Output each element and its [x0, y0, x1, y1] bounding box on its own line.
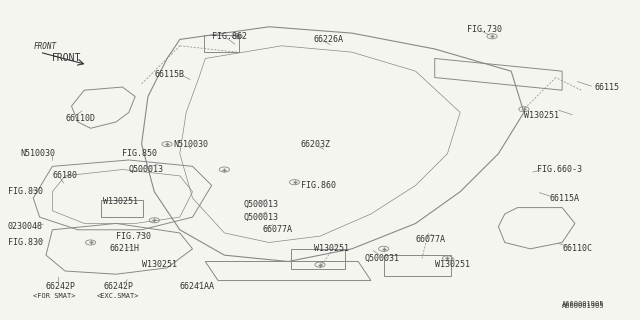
Text: W130251: W130251 [141, 260, 177, 269]
Text: 66115A: 66115A [549, 194, 579, 203]
Text: 66242P: 66242P [103, 282, 133, 292]
Text: 66242P: 66242P [46, 282, 76, 292]
Text: W130251: W130251 [314, 244, 349, 253]
Text: 0230048: 0230048 [8, 222, 43, 231]
Bar [291, 249, 346, 269]
Text: FRONT: FRONT [33, 42, 56, 51]
Text: <FOR SMAT>: <FOR SMAT> [33, 293, 76, 300]
Text: FIG.660-3: FIG.660-3 [537, 165, 582, 174]
Text: FIG.860: FIG.860 [301, 181, 336, 190]
Bar [101, 200, 143, 217]
Text: 66211H: 66211H [109, 244, 140, 253]
Text: A660001905: A660001905 [562, 301, 605, 307]
Text: W130251: W130251 [435, 260, 470, 269]
Text: 66110D: 66110D [65, 114, 95, 123]
Text: <EXC.SMAT>: <EXC.SMAT> [97, 293, 140, 300]
Text: Q500031: Q500031 [365, 254, 399, 263]
Text: FIG.862: FIG.862 [212, 32, 246, 41]
Text: 66241AA: 66241AA [180, 282, 215, 292]
Text: FIG.730: FIG.730 [116, 232, 151, 241]
Bar [384, 255, 451, 276]
Text: W130251: W130251 [524, 111, 559, 120]
Text: 66203Z: 66203Z [301, 140, 331, 148]
Text: Q500013: Q500013 [244, 212, 278, 222]
Text: A660001905: A660001905 [562, 303, 605, 309]
Text: FIG.830: FIG.830 [8, 187, 43, 196]
Text: W130251: W130251 [103, 197, 138, 206]
Text: N510030: N510030 [20, 149, 56, 158]
Text: FIG.850: FIG.850 [122, 149, 157, 158]
Text: 66115B: 66115B [154, 70, 184, 79]
Bar [204, 35, 239, 52]
Text: 66110C: 66110C [562, 244, 592, 253]
Text: 66180: 66180 [52, 172, 77, 180]
Text: FRONT: FRONT [52, 53, 82, 63]
Text: 66077A: 66077A [415, 235, 445, 244]
Text: 66115: 66115 [594, 83, 619, 92]
Text: FIG.830: FIG.830 [8, 238, 43, 247]
Text: FIG.730: FIG.730 [467, 25, 502, 35]
Text: Q500013: Q500013 [244, 200, 278, 209]
Text: Q500013: Q500013 [129, 165, 164, 174]
Text: 66077A: 66077A [262, 225, 292, 234]
Text: N510030: N510030 [173, 140, 209, 148]
Text: 66226A: 66226A [314, 35, 344, 44]
